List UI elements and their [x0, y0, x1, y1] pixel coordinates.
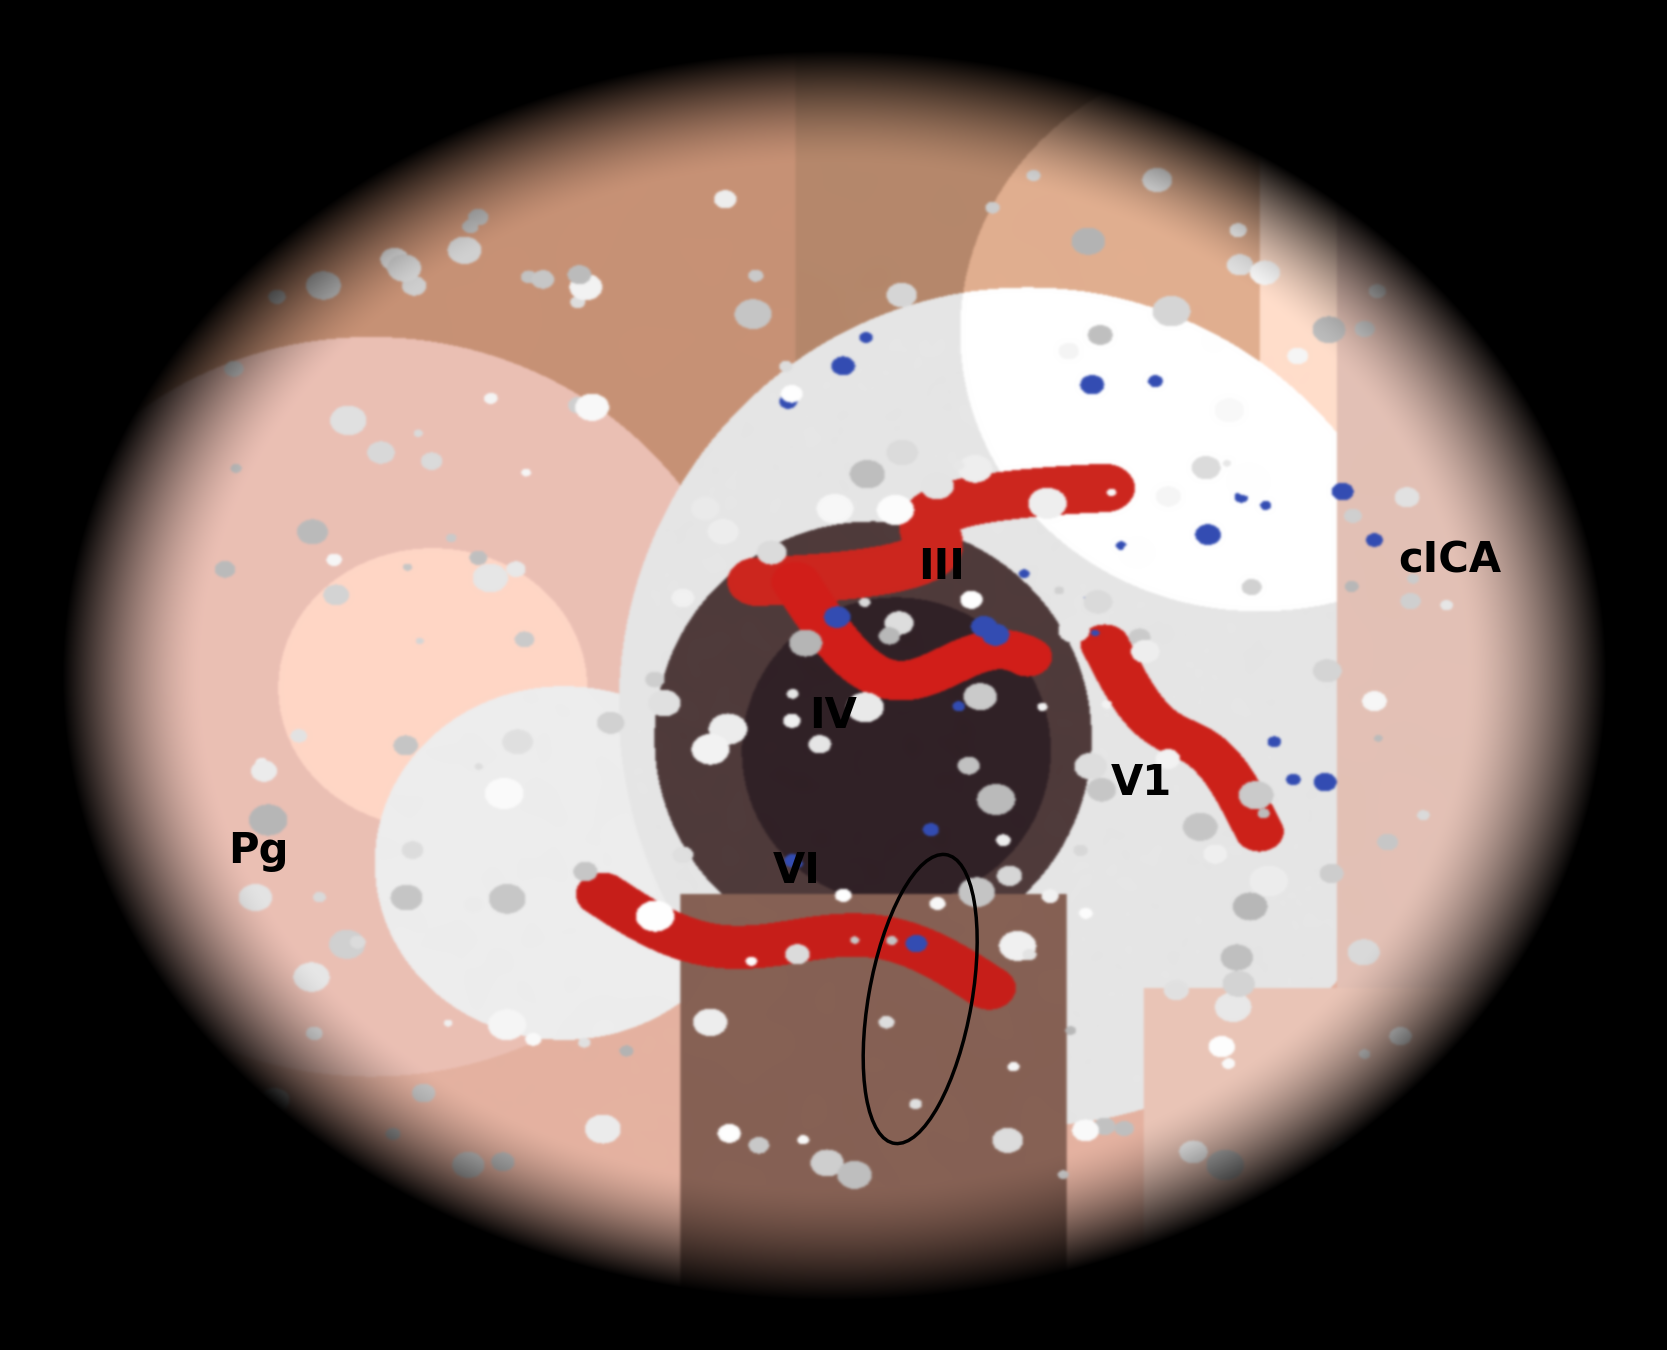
Text: IV: IV [810, 694, 857, 737]
Text: V1: V1 [1112, 761, 1172, 805]
Text: cICA: cICA [1399, 539, 1502, 582]
Text: Pg: Pg [228, 829, 288, 872]
Text: VI: VI [773, 849, 820, 892]
Text: III: III [919, 545, 965, 589]
